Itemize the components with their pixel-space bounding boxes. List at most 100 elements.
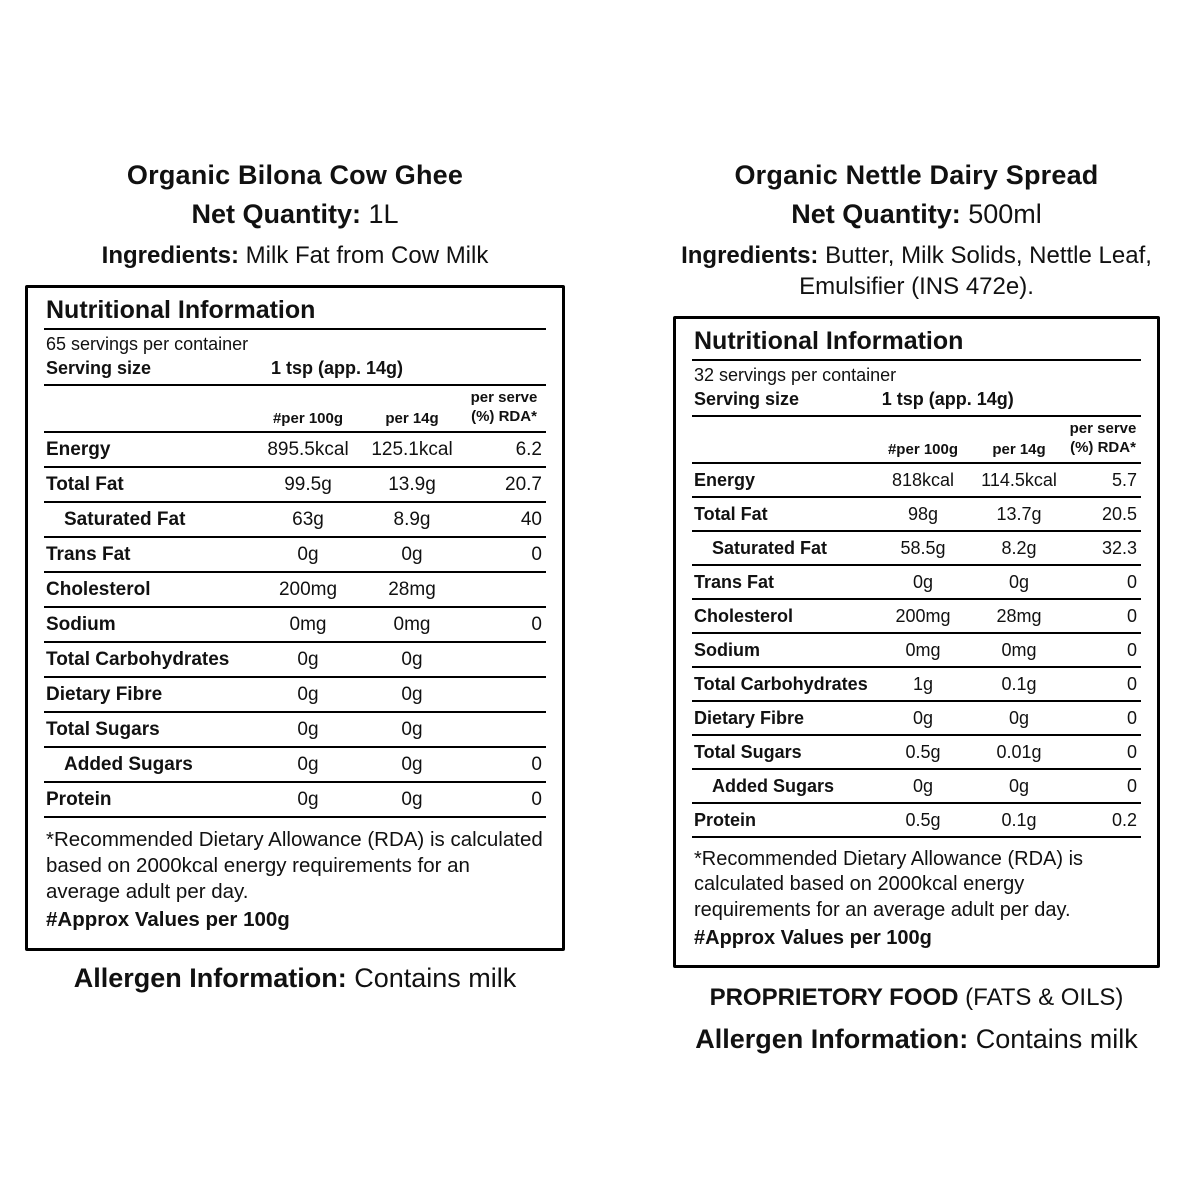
value-per-14g: 114.5kcal — [981, 469, 1057, 490]
product-title: Organic Bilona Cow Ghee — [126, 160, 464, 190]
nutrition-row: Energy 895.5kcal 125.1kcal 6.2 — [44, 433, 546, 468]
value-rda-percent: 5.7 — [1111, 469, 1137, 490]
allergen-line: Allergen Information: Contains milk — [25, 963, 565, 994]
net-quantity-label: Net Quantity: — [191, 199, 361, 229]
nutrition-row: Saturated Fat 63g 8.9g 40 — [44, 503, 546, 538]
value-per-100g: 895.5kcal — [267, 438, 349, 460]
nutrition-row: Cholesterol 200mg 28mg — [44, 573, 546, 608]
value-per-14g: 0g — [401, 753, 423, 775]
nutrition-heading: Nutritional Information — [692, 327, 1141, 362]
value-per-14g: 0g — [1008, 707, 1030, 728]
nutrient-name: Total Fat — [46, 473, 124, 495]
value-per-14g: 0g — [401, 718, 423, 740]
nutrition-row: Dietary Fibre 0g 0g — [44, 678, 546, 713]
servings-per-container: 32 servings per container — [694, 365, 897, 386]
ingredients-value: Butter, Milk Solids, Nettle Leaf, Emulsi… — [799, 242, 1152, 301]
ingredients-label: Ingredients: — [681, 242, 819, 269]
column-header-per-14g: per 14g — [385, 409, 439, 427]
allergen-line: Allergen Information: Contains milk — [673, 1024, 1160, 1055]
value-per-100g: 0.5g — [905, 741, 941, 762]
value-rda-percent: 32.3 — [1101, 537, 1137, 558]
servings-per-container: 65 servings per container — [46, 334, 249, 355]
value-per-14g: 28mg — [996, 605, 1042, 626]
value-per-100g: 0g — [912, 707, 934, 728]
nutrition-row: Sodium 0mg 0mg 0 — [692, 634, 1141, 668]
value-rda-percent: 0 — [531, 613, 542, 635]
nutrition-row: Total Sugars 0.5g 0.01g 0 — [692, 736, 1141, 770]
nutrient-name: Saturated Fat — [64, 508, 186, 530]
nutrition-row: Trans Fat 0g 0g 0 — [44, 538, 546, 573]
value-per-14g: 0mg — [393, 613, 431, 635]
nutrition-row: Dietary Fibre 0g 0g 0 — [692, 702, 1141, 736]
value-per-100g: 1g — [912, 673, 934, 694]
value-per-100g: 58.5g — [900, 537, 946, 558]
product-title: Organic Nettle Dairy Spread — [734, 160, 1099, 190]
nutrient-name: Dietary Fibre — [694, 707, 805, 728]
serving-size-label: Serving size — [46, 358, 152, 379]
nutrient-name: Cholesterol — [46, 578, 151, 600]
serving-size-row: Serving size 1 tsp (app. 14g) — [692, 388, 1141, 418]
net-quantity: Net Quantity: 500ml — [673, 199, 1160, 230]
value-rda-percent: 0 — [531, 543, 542, 565]
net-quantity: Net Quantity: 1L — [25, 199, 565, 230]
value-per-14g: 0.1g — [1001, 673, 1037, 694]
value-per-100g: 98g — [907, 503, 939, 524]
value-rda-percent: 0 — [1126, 673, 1137, 694]
nutrient-name: Added Sugars — [712, 775, 835, 796]
column-header-per-14g: per 14g — [992, 440, 1046, 458]
column-header-rda: per serve (%) RDA* — [462, 389, 546, 427]
nutrient-name: Total Sugars — [46, 718, 160, 740]
nutrient-name: Protein — [694, 809, 757, 830]
net-quantity-value: 500ml — [968, 199, 1042, 229]
nutrition-facts-box: Nutritional Information 65 servings per … — [25, 285, 565, 951]
ingredients-label: Ingredients: — [101, 242, 239, 269]
value-rda-percent: 0 — [1126, 741, 1137, 762]
nutrition-row: Added Sugars 0g 0g 0 — [692, 770, 1141, 804]
rda-footnote: *Recommended Dietary Allowance (RDA) is … — [46, 827, 543, 904]
nutrient-name: Sodium — [46, 613, 116, 635]
value-per-100g: 0mg — [289, 613, 327, 635]
nutrition-row: Added Sugars 0g 0g 0 — [44, 748, 546, 783]
column-header-per-100g: #per 100g — [272, 409, 344, 427]
value-per-100g: 0g — [297, 753, 319, 775]
nutrient-name: Cholesterol — [694, 605, 794, 626]
nutrient-name: Dietary Fibre — [46, 683, 163, 705]
value-per-100g: 0mg — [905, 639, 941, 660]
nutrition-row: Sodium 0mg 0mg 0 — [44, 608, 546, 643]
column-header-rda-line1: per serve — [1069, 420, 1137, 438]
nutrient-name: Sodium — [694, 639, 760, 660]
value-per-100g: 63g — [292, 508, 324, 530]
nutrient-name: Total Fat — [694, 503, 768, 524]
column-header-row: #per 100g per 14g per serve (%) RDA* — [692, 417, 1141, 464]
value-rda-percent: 20.5 — [1101, 503, 1137, 524]
nutrition-row: Total Sugars 0g 0g — [44, 713, 546, 748]
nutrition-row: Total Fat 99.5g 13.9g 20.7 — [44, 468, 546, 503]
value-per-14g: 0g — [1008, 571, 1030, 592]
value-per-100g: 0g — [297, 543, 319, 565]
value-rda-percent: 0 — [1126, 571, 1137, 592]
value-per-14g: 0g — [401, 543, 423, 565]
value-per-14g: 125.1kcal — [371, 438, 453, 460]
value-per-100g: 200mg — [895, 605, 951, 626]
proprietory-food-category: (FATS & OILS) — [965, 984, 1124, 1012]
value-rda-percent: 40 — [520, 508, 542, 530]
value-per-14g: 0g — [401, 648, 423, 670]
nutrition-row: Total Fat 98g 13.7g 20.5 — [692, 498, 1141, 532]
net-quantity-label: Net Quantity: — [791, 199, 961, 229]
value-per-100g: 0g — [912, 775, 934, 796]
proprietory-food-label: PROPRIETORY FOOD — [709, 984, 959, 1012]
rda-footnote: *Recommended Dietary Allowance (RDA) is … — [694, 847, 1084, 922]
panel-nettle-spread: Organic Nettle Dairy Spread Net Quantity… — [673, 160, 1160, 1055]
nutrition-row: Saturated Fat 58.5g 8.2g 32.3 — [692, 532, 1141, 566]
nutrient-name: Total Carbohydrates — [46, 648, 230, 670]
nutrient-name: Protein — [46, 788, 112, 810]
ingredients-line: Ingredients: Butter, Milk Solids, Nettle… — [673, 240, 1160, 302]
value-per-14g: 0mg — [1001, 639, 1037, 660]
allergen-value: Contains milk — [975, 1024, 1138, 1055]
serving-size-row: Serving size 1 tsp (app. 14g) — [44, 357, 546, 387]
value-per-14g: 0g — [401, 788, 423, 810]
label-sheet: Organic Bilona Cow Ghee Net Quantity: 1L… — [25, 160, 1160, 1055]
value-per-100g: 200mg — [278, 578, 338, 600]
column-header-row: #per 100g per 14g per serve (%) RDA* — [44, 386, 546, 433]
value-per-100g: 0g — [297, 683, 319, 705]
